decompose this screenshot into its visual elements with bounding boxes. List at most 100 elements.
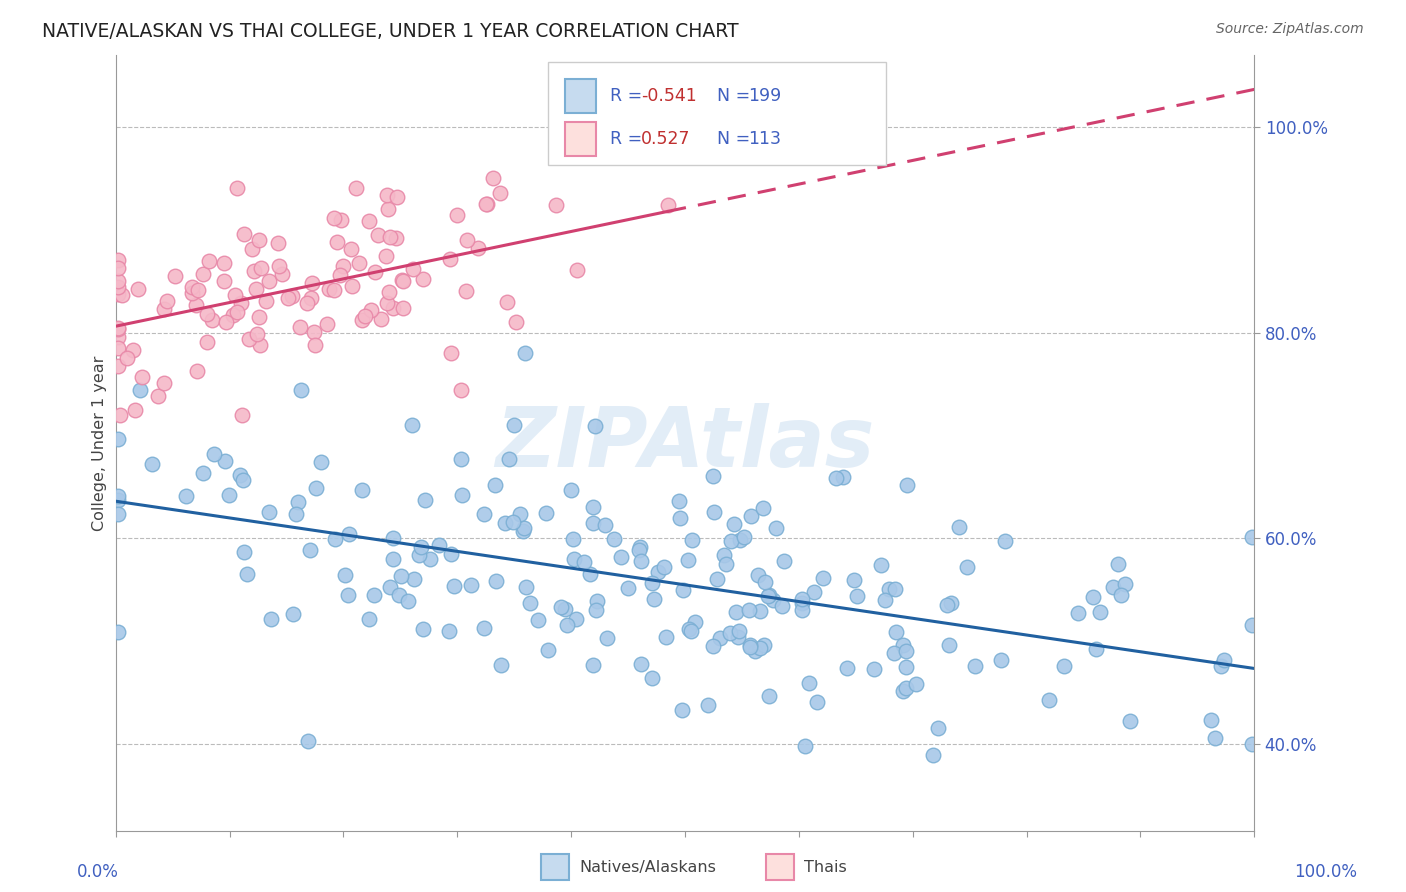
Point [391,274,413,288]
Point [107,507,129,521]
Point [107,261,129,276]
Point [683,615,706,629]
Point [107,489,129,503]
Point [288,319,311,334]
Point [894,681,917,695]
Point [593,517,616,532]
Point [754,575,776,590]
Point [186,283,208,297]
Point [1053,658,1076,673]
Point [792,591,814,606]
Point [484,478,506,492]
Point [245,282,267,296]
Point [725,605,748,619]
Point [413,493,436,508]
Point [709,632,731,646]
Point [340,278,363,293]
Point [714,558,737,572]
Point [229,296,252,310]
Point [152,376,174,390]
Point [363,588,385,602]
Point [111,288,134,302]
Point [326,235,349,250]
Point [1107,558,1129,572]
Point [392,301,415,315]
Point [382,552,405,566]
Point [323,283,346,297]
Point [419,552,441,566]
Point [249,337,271,351]
Point [107,493,129,508]
Point [226,305,249,319]
Point [873,593,896,607]
Point [1109,588,1132,602]
Point [107,329,129,343]
Point [107,341,129,355]
Point [617,582,640,596]
Point [728,533,751,547]
Point [191,467,214,481]
Point [474,621,496,635]
Point [107,625,129,640]
Point [502,417,524,432]
Point [1081,591,1104,605]
Point [718,626,741,640]
Point [703,504,725,518]
Point [756,589,779,603]
Point [302,325,325,339]
Point [894,660,917,674]
Point [806,695,828,709]
Point [1066,606,1088,620]
Text: ZIPAtlas: ZIPAtlas [495,402,875,483]
Point [443,578,465,592]
Point [107,322,129,336]
Point [939,596,962,610]
Point [582,500,605,514]
Point [565,612,588,626]
Point [922,748,945,763]
Point [560,483,582,497]
Point [195,335,218,350]
Point [744,644,766,658]
Y-axis label: College, Under 1 year: College, Under 1 year [93,356,107,531]
Point [647,565,669,579]
Point [388,588,411,602]
Point [803,585,825,599]
Point [655,630,678,644]
Point [195,307,218,321]
Point [749,640,772,655]
Point [515,580,537,594]
Point [678,623,700,637]
Point [904,677,927,691]
Point [409,540,432,554]
Point [467,241,489,255]
Point [679,624,702,639]
Point [180,285,202,300]
Point [879,582,901,596]
Point [391,273,413,287]
Point [509,507,531,521]
Point [360,303,382,318]
Point [315,317,337,331]
Point [285,507,308,521]
Point [938,638,960,652]
Point [738,603,761,617]
Point [305,481,328,495]
Point [377,202,399,216]
Point [896,478,918,492]
Point [250,260,273,275]
Point [381,301,404,315]
Point [494,516,516,531]
Text: 113: 113 [748,130,780,148]
Point [811,571,834,585]
Point [474,196,496,211]
Point [582,516,605,530]
Point [505,315,527,329]
Point [630,657,652,671]
Point [357,612,380,626]
Point [301,276,323,290]
Point [450,488,472,502]
Point [332,259,354,273]
Point [628,543,651,558]
Point [257,505,280,519]
